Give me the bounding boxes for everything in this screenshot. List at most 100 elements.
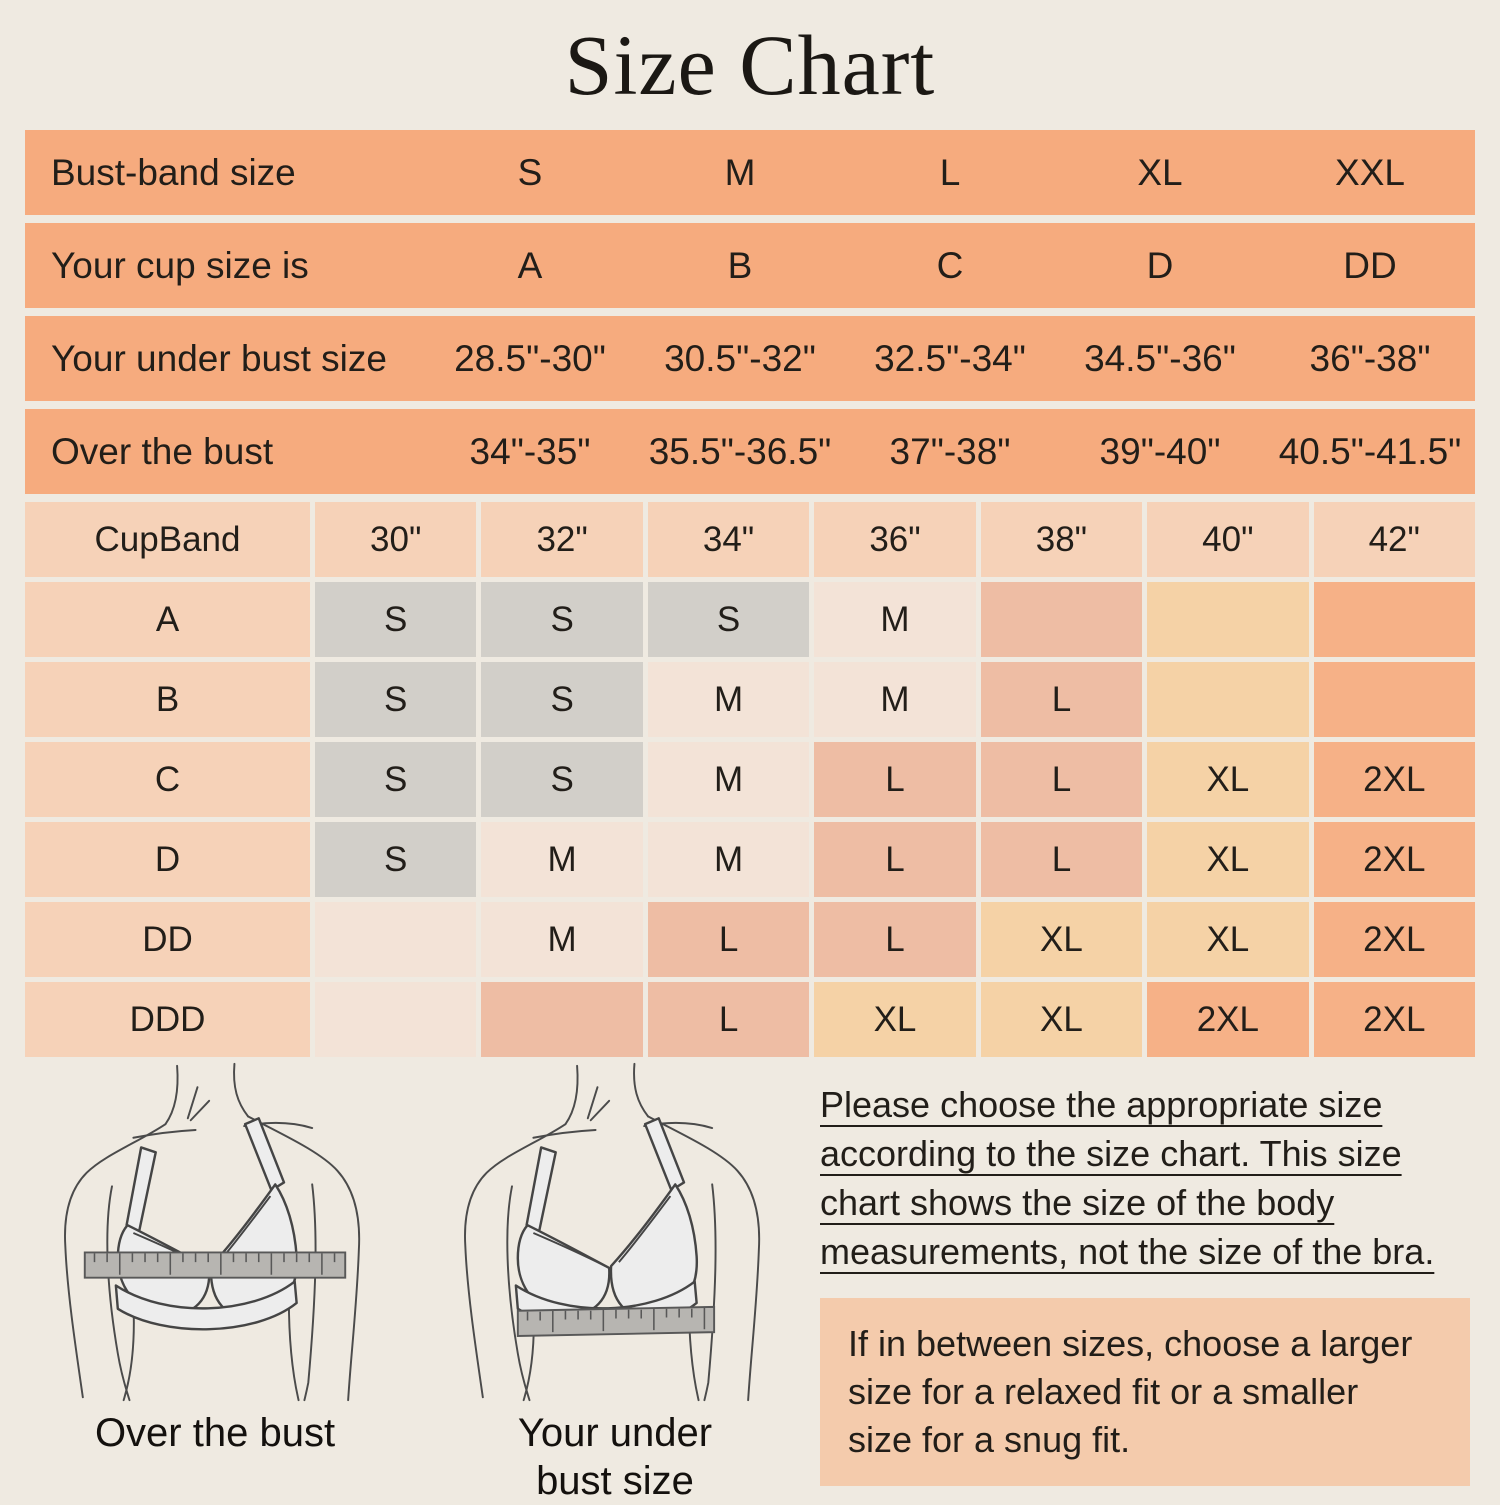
matrix-header-cell: 42" bbox=[1313, 502, 1475, 577]
matrix-cell: S bbox=[481, 662, 643, 737]
banner-row-under-bust-size: Your under bust size 28.5"-30" 30.5"-32"… bbox=[25, 316, 1475, 401]
matrix-cell: XL bbox=[980, 982, 1143, 1057]
banner-value: 40.5"-41.5" bbox=[1278, 430, 1462, 472]
matrix-row-label: D bbox=[25, 822, 310, 897]
matrix-cell bbox=[315, 902, 477, 977]
matrix-cell: 2XL bbox=[1313, 742, 1475, 817]
matrix-cell: L bbox=[814, 902, 976, 977]
matrix-cell: S bbox=[481, 742, 643, 817]
banner-value: 36"-38" bbox=[1309, 337, 1431, 379]
matrix-cell bbox=[1147, 662, 1309, 737]
figure-caption-line: bust size bbox=[536, 1459, 694, 1503]
between-sizes-line: size for a relaxed fit or a smaller bbox=[848, 1371, 1359, 1412]
matrix-cell: S bbox=[315, 582, 477, 657]
matrix-cell: M bbox=[647, 662, 810, 737]
banner-value: D bbox=[1146, 244, 1174, 286]
between-sizes-line: size for a snug fit. bbox=[848, 1419, 1131, 1460]
matrix-cell: M bbox=[814, 662, 976, 737]
banner-value: 34.5"-36" bbox=[1084, 337, 1236, 379]
matrix-header-cell: CupBand bbox=[25, 502, 310, 577]
matrix-cell: M bbox=[647, 822, 810, 897]
matrix-cell: L bbox=[814, 822, 976, 897]
banner-row-label: Bust-band size bbox=[51, 151, 296, 193]
banner-row-cup-size: Your cup size is A B C D DD bbox=[25, 223, 1475, 308]
size-advice-line: measurements, not the size of the bra. bbox=[820, 1231, 1435, 1272]
matrix-cell: M bbox=[481, 902, 643, 977]
matrix-cell: L bbox=[980, 662, 1143, 737]
matrix-cell bbox=[1313, 662, 1475, 737]
measuring-tape-icon bbox=[83, 1251, 347, 1279]
banner-value: C bbox=[936, 244, 964, 286]
banner-value: 32.5"-34" bbox=[874, 337, 1026, 379]
banner-value: A bbox=[517, 244, 543, 286]
matrix-row-label: B bbox=[25, 662, 310, 737]
matrix-cell: S bbox=[481, 582, 643, 657]
figure-caption-line: Your under bbox=[517, 1411, 713, 1455]
matrix-cell bbox=[1313, 582, 1475, 657]
matrix-cell: 2XL bbox=[1313, 902, 1475, 977]
size-advice-text: Please choose the appropriate size accor… bbox=[820, 1080, 1470, 1276]
matrix-cell: M bbox=[814, 582, 976, 657]
matrix-cell: L bbox=[647, 902, 810, 977]
bra-illustration bbox=[514, 1117, 698, 1331]
matrix-cell: XL bbox=[1147, 742, 1309, 817]
matrix-cell: L bbox=[647, 982, 810, 1057]
banner-value: L bbox=[939, 151, 961, 193]
over-bust-illustration bbox=[64, 1062, 361, 1402]
matrix-cell: XL bbox=[1147, 902, 1309, 977]
size-matrix-table: CupBand 30" 32" 34" 36" 38" 40" 42" A S … bbox=[25, 502, 1475, 1057]
matrix-cell bbox=[1147, 582, 1309, 657]
matrix-cell: L bbox=[814, 742, 976, 817]
matrix-cell: S bbox=[315, 662, 477, 737]
banner-value: 37"-38" bbox=[889, 430, 1011, 472]
page-title: Size Chart bbox=[564, 17, 936, 113]
matrix-cell: L bbox=[980, 822, 1143, 897]
size-advice-line: chart shows the size of the body bbox=[820, 1182, 1335, 1223]
measuring-tape-icon bbox=[516, 1305, 716, 1337]
matrix-row-label: C bbox=[25, 742, 310, 817]
banner-row-label: Over the bust bbox=[51, 430, 274, 472]
size-advice-line: Please choose the appropriate size bbox=[820, 1084, 1383, 1125]
banner-value: B bbox=[727, 244, 753, 286]
matrix-cell: 2XL bbox=[1147, 982, 1309, 1057]
size-advice-line: according to the size chart. This size bbox=[820, 1133, 1402, 1174]
under-bust-figure: Your under bust size bbox=[425, 1060, 805, 1505]
matrix-header-cell: 34" bbox=[647, 502, 810, 577]
bra-cup-seams bbox=[532, 1195, 672, 1267]
matrix-cell: M bbox=[481, 822, 643, 897]
between-sizes-line: If in between sizes, choose a larger bbox=[848, 1323, 1413, 1364]
under-bust-illustration bbox=[464, 1062, 761, 1402]
bra-illustration bbox=[114, 1117, 298, 1331]
figure-caption: Your under bust size bbox=[425, 1409, 805, 1505]
banner-value: 28.5"-30" bbox=[454, 337, 606, 379]
over-bust-figure: Over the bust bbox=[25, 1060, 405, 1457]
notes-panel: Please choose the appropriate size accor… bbox=[820, 1080, 1470, 1486]
matrix-cell: S bbox=[315, 742, 477, 817]
banner-value: DD bbox=[1343, 244, 1397, 286]
torso-outline bbox=[464, 1062, 761, 1402]
summary-rows: Bust-band size S M L XL XXL Your cup siz… bbox=[25, 130, 1475, 494]
matrix-cell: S bbox=[647, 582, 810, 657]
banner-value: 35.5"-36.5" bbox=[648, 430, 832, 472]
torso-outline bbox=[64, 1062, 361, 1402]
matrix-row-label: A bbox=[25, 582, 310, 657]
banner-value: S bbox=[517, 151, 543, 193]
matrix-header-cell: 36" bbox=[814, 502, 976, 577]
banner-row-label: Your cup size is bbox=[51, 244, 309, 286]
banner-value: 34"-35" bbox=[469, 430, 591, 472]
matrix-cell: M bbox=[647, 742, 810, 817]
banner-value: M bbox=[724, 151, 756, 193]
matrix-row-label: DDD bbox=[25, 982, 310, 1057]
banner-value: XXL bbox=[1335, 151, 1405, 193]
figure-caption: Over the bust bbox=[94, 1411, 336, 1455]
banner-value: 30.5"-32" bbox=[664, 337, 816, 379]
banner-row-over-the-bust: Over the bust 34"-35" 35.5"-36.5" 37"-38… bbox=[25, 409, 1475, 494]
banner-row-bust-band-size: Bust-band size S M L XL XXL bbox=[25, 130, 1475, 215]
matrix-cell bbox=[315, 982, 477, 1057]
matrix-header-cell: 30" bbox=[315, 502, 477, 577]
matrix-cell: S bbox=[315, 822, 477, 897]
matrix-header-cell: 32" bbox=[481, 502, 643, 577]
matrix-cell: 2XL bbox=[1313, 982, 1475, 1057]
banner-value: XL bbox=[1137, 151, 1183, 193]
matrix-cell: L bbox=[980, 742, 1143, 817]
